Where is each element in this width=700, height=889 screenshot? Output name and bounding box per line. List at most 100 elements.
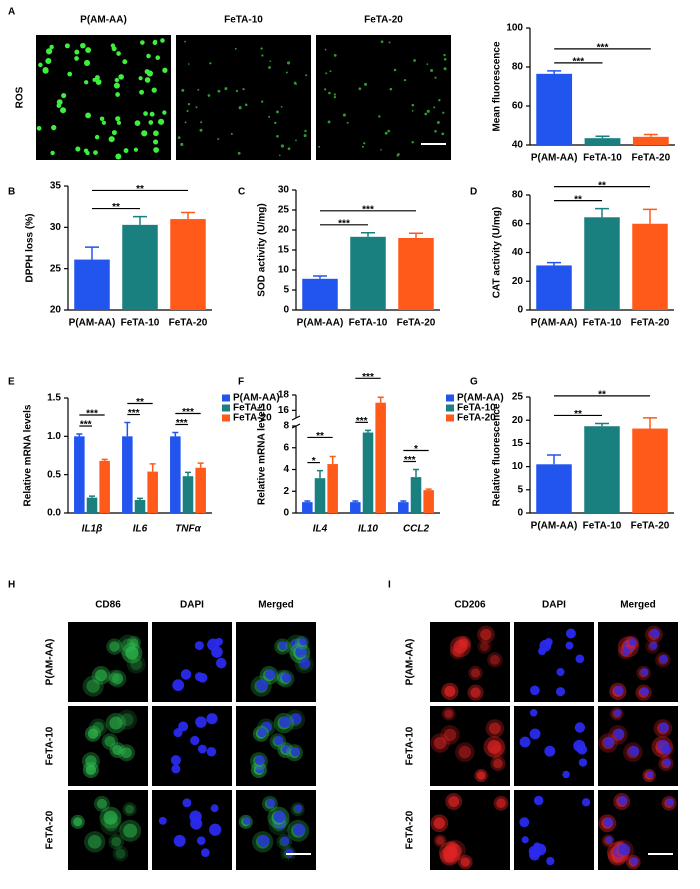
fluorescent-dot (268, 66, 271, 69)
stain-core (470, 668, 481, 678)
nucleus (178, 721, 189, 732)
fluorescent-dot (318, 145, 321, 148)
stain-core (120, 747, 132, 759)
fluorescent-dot (184, 121, 187, 124)
stain-core (491, 744, 503, 757)
stain-core (109, 641, 120, 652)
fluorescent-dot (162, 67, 168, 73)
fluorescent-dot (49, 44, 54, 50)
fluorescent-dot (113, 82, 120, 89)
nucleus (242, 816, 251, 825)
bar (398, 502, 409, 513)
micrograph-background (36, 35, 171, 160)
x-tick-label: FeTA-10 (583, 153, 622, 164)
fluorescent-dot (224, 87, 228, 91)
micrograph-background (176, 35, 311, 160)
fluorescent-dot (230, 132, 233, 135)
nucleus (519, 736, 531, 748)
micrograph (236, 706, 316, 786)
significance-label: *** (80, 420, 92, 431)
column-label: P(AM-AA) (80, 15, 127, 26)
micrograph (598, 622, 678, 702)
micrograph (68, 790, 148, 870)
nucleus (215, 637, 223, 646)
nucleus (209, 823, 222, 836)
fluorescent-dot (346, 121, 349, 124)
legend-label: P(AM-AA) (457, 393, 504, 404)
bar (302, 502, 313, 513)
fluorescent-dot (101, 120, 107, 125)
bar (350, 502, 361, 513)
y-tick-label: 0 (283, 508, 289, 519)
fluorescent-dot (144, 69, 150, 75)
fluorescent-dot (426, 109, 430, 113)
fluorescent-dot (209, 62, 212, 65)
fluorescent-dot (94, 75, 100, 80)
micrograph (152, 622, 232, 702)
bar (122, 436, 133, 513)
fluorescent-dot (358, 87, 362, 91)
y-tick-label: 30 (50, 222, 62, 233)
fluorescent-dot (61, 92, 67, 99)
y-axis-label: Relative mRNA levels (23, 404, 34, 506)
x-tick-label: FeTA-20 (169, 318, 208, 329)
fluorescent-dot (74, 56, 79, 61)
stain-halo (487, 652, 503, 668)
fluorescent-dot (426, 63, 429, 65)
column-label: FeTA-10 (224, 15, 263, 26)
stain-core (452, 647, 462, 657)
nucleus (279, 716, 291, 728)
x-tick-label: FeTA-10 (583, 318, 622, 329)
bar (182, 476, 194, 513)
error-bar (313, 275, 327, 279)
stain-halo (487, 741, 507, 760)
bar (536, 265, 572, 310)
stain-core (444, 709, 454, 719)
fluorescent-dot (393, 68, 397, 72)
stain-core (470, 687, 481, 698)
fluorescent-dot (143, 111, 148, 116)
stain-halo (449, 645, 465, 660)
error-bar (595, 207, 609, 218)
nucleus (605, 836, 613, 844)
error-bar (595, 422, 609, 427)
fluorescent-dot (238, 106, 242, 110)
scale-bar-label: 25 um (283, 858, 312, 869)
scale-bar-label: 25 um (645, 858, 674, 869)
fluorescent-dot (139, 89, 145, 95)
y-axis-label: Relative fluorescence (492, 403, 503, 506)
nucleus (278, 641, 288, 651)
error-bar (304, 500, 311, 503)
nucleus (201, 848, 210, 858)
nucleus (280, 836, 290, 845)
significance-label: *** (572, 57, 584, 68)
y-tick-label: 18 (278, 390, 290, 401)
nucleus (544, 745, 556, 757)
nucleus (273, 810, 286, 823)
x-tick-label: IL10 (358, 524, 378, 535)
nucleus (274, 735, 284, 746)
fluorescent-dot (235, 89, 239, 93)
nucleus (613, 708, 622, 717)
fluorescent-dot (441, 132, 445, 136)
significance-label: ** (574, 409, 582, 420)
nucleus (576, 744, 588, 755)
fluorescent-dot (327, 120, 331, 124)
nucleus (294, 804, 303, 813)
bar (99, 460, 110, 513)
significance-label: *** (597, 43, 609, 54)
nucleus (555, 687, 566, 697)
fluorescent-dot (438, 99, 441, 102)
fluorescent-dot (244, 103, 248, 107)
nucleus (659, 654, 669, 664)
fluorescent-dot (380, 148, 382, 151)
significance-label: *** (404, 455, 416, 466)
stain-core (460, 857, 470, 867)
x-tick-label: P(AM-AA) (531, 153, 578, 164)
scale-bar-label: 50 um (418, 148, 447, 159)
fluorescent-dot (123, 148, 129, 154)
legend-label: FeTA-20 (457, 413, 496, 424)
y-axis-label: DPPH loss (%) (25, 214, 36, 283)
micrograph (514, 622, 594, 702)
bar (536, 464, 572, 513)
